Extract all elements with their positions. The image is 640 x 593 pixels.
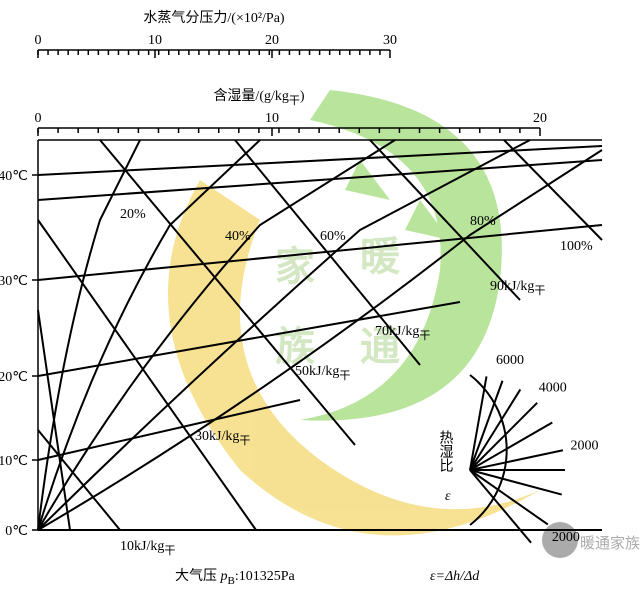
epsilon-tick-label: 2000 xyxy=(552,530,580,545)
temp-tick-label: 30℃ xyxy=(0,274,28,289)
axis-tick-label: 10 xyxy=(265,111,279,126)
epsilon-tick-label: 4000 xyxy=(539,380,567,395)
temp-tick-label: 10℃ xyxy=(0,454,28,469)
watermark-char: 家 xyxy=(275,244,315,289)
temp-tick-label: 0℃ xyxy=(5,524,28,539)
rh-label: 40% xyxy=(225,229,251,244)
epsilon-symbol: ε xyxy=(445,489,451,504)
axis-tick-label: 0 xyxy=(35,111,42,126)
temperature-line xyxy=(38,146,602,175)
watermark-swirl: 家暖族通 xyxy=(168,90,540,535)
epsilon-title: 热湿比 xyxy=(438,430,454,472)
epsilon-tick-label: 2000 xyxy=(570,439,598,454)
axis-tick-label: 20 xyxy=(265,33,279,48)
pressure-note: 大气压 pB:101325Pa xyxy=(175,568,296,587)
axis-tick-label: 20 xyxy=(533,111,547,126)
epsilon-arc xyxy=(470,375,507,525)
temp-tick-label: 40℃ xyxy=(0,169,28,184)
chart-svg: 家暖族通暖通家族 水蒸气分压力/(×10²/Pa) 0 10 20 30 含湿量/(g/kg… xyxy=(0,0,640,593)
vapor-pressure-axis-title: 水蒸气分压力/(×10²/Pa) xyxy=(143,10,285,26)
rh-label: 100% xyxy=(560,239,593,254)
enthalpy-label: 90kJ/kg干 xyxy=(490,279,545,297)
humidity-axis-title: 含湿量/(g/kg干) xyxy=(213,88,304,107)
rh-label: 20% xyxy=(120,207,146,222)
axis-tick-label: 30 xyxy=(383,33,397,48)
enthalpy-line xyxy=(504,140,602,240)
epsilon-tick-label: 6000 xyxy=(496,353,524,368)
svg-text:暖通家族: 暖通家族 xyxy=(580,535,640,552)
enthalpy-label: 50kJ/kg干 xyxy=(295,364,350,382)
watermark-char: 暖 xyxy=(360,234,401,279)
axis-tick-label: 0 xyxy=(35,33,42,48)
epsilon-ray xyxy=(470,450,563,470)
epsilon-formula: ε=Δh/Δd xyxy=(430,569,480,584)
temp-tick-label: 20℃ xyxy=(0,370,28,385)
rh-label: 80% xyxy=(470,214,496,229)
rh-label: 60% xyxy=(320,229,346,244)
axis-tick-label: 10 xyxy=(148,33,162,48)
enthalpy-label: 10kJ/kg干 xyxy=(120,539,175,557)
psychrometric-chart: 家暖族通暖通家族 水蒸气分压力/(×10²/Pa) 0 10 20 30 含湿量/(g/kg… xyxy=(0,0,640,593)
